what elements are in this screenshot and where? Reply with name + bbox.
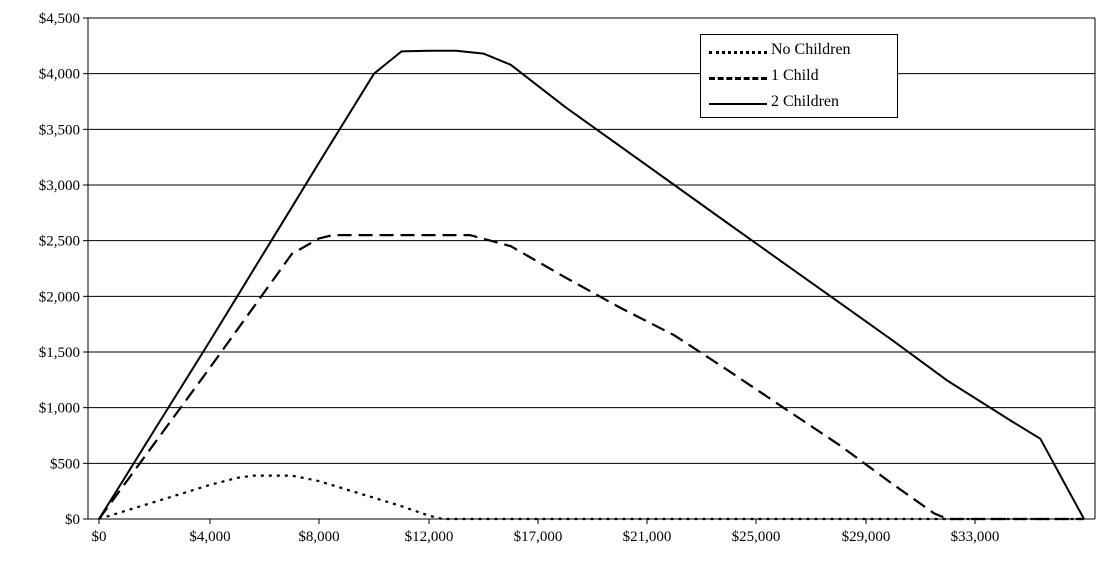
- x-tick-label: $4,000: [189, 529, 230, 545]
- series-line-no-children: [98, 474, 1084, 521]
- legend: No Children 1 Child 2 Children: [700, 34, 898, 118]
- x-tick-label: $8,000: [298, 529, 339, 545]
- x-tick-label: $21,000: [623, 529, 672, 545]
- x-tick-label: $33,000: [951, 529, 1000, 545]
- grid-lines: [88, 17, 1095, 464]
- legend-swatch-dashed: [709, 77, 767, 80]
- legend-label: 1 Child: [771, 67, 819, 84]
- y-tick-label: $2,500: [39, 234, 80, 250]
- x-tick-label: $0: [92, 529, 107, 545]
- y-tick-label: $1,500: [39, 345, 80, 361]
- series-line-2-children: [98, 49, 1085, 520]
- y-tick-label: $3,500: [39, 122, 80, 138]
- x-tick-label: $25,000: [732, 529, 781, 545]
- x-tick-label: $17,000: [514, 529, 563, 545]
- y-tick-label: $4,500: [39, 11, 80, 27]
- series-lines: [98, 49, 1085, 521]
- y-tick-labels: $0 $500 $1,000 $1,500 $2,000 $2,500 $3,000 $3,5…: [39, 11, 80, 528]
- y-tick-label: $1,000: [39, 401, 80, 417]
- y-tick-label: $4,000: [39, 67, 80, 83]
- x-tick-label: $12,000: [405, 529, 454, 545]
- legend-label: 2 Children: [771, 93, 839, 110]
- x-tick-label: $29,000: [842, 529, 891, 545]
- y-tick-label: $500: [50, 456, 80, 472]
- x-tick-labels: $0 $4,000 $8,000 $12,000 $17,000 $21,000 $25,0…: [92, 529, 1000, 545]
- legend-label: No Children: [771, 41, 851, 58]
- legend-swatch-solid: [709, 103, 767, 105]
- legend-swatch-dotted: [709, 51, 767, 54]
- legend-item-1-child: 1 Child: [701, 65, 897, 91]
- y-tick-label: $0: [65, 512, 80, 528]
- series-line-1-child: [98, 234, 1084, 521]
- y-tick-label: $3,000: [39, 178, 80, 194]
- y-tick-label: $2,000: [39, 289, 80, 305]
- axes: [83, 17, 1096, 524]
- legend-item-2-children: 2 Children: [701, 91, 897, 117]
- legend-item-no-children: No Children: [701, 39, 897, 65]
